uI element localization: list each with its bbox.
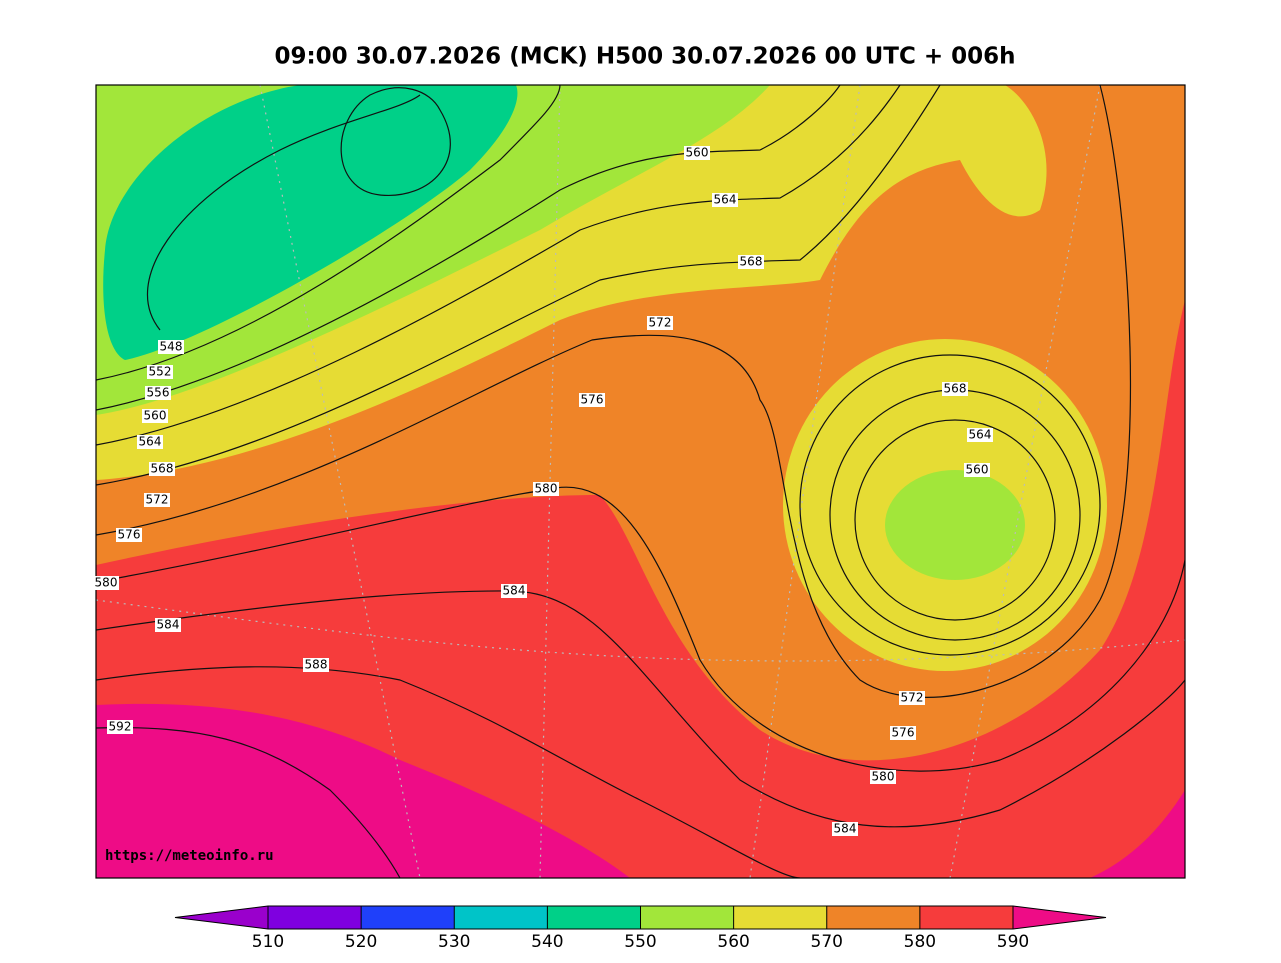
contour-label: 564 <box>714 193 737 207</box>
colorbar-segment <box>547 906 641 929</box>
contour-label: 568 <box>740 255 763 269</box>
field-590 <box>1090 790 1185 878</box>
contour-label-box <box>116 528 142 542</box>
colorbar-segment <box>919 906 1013 929</box>
contour-label: 560 <box>144 409 167 423</box>
contour-label: 584 <box>503 584 526 598</box>
contour-label-box <box>738 255 764 269</box>
contour-label-box <box>147 365 173 379</box>
colorbar-tick-label: 530 <box>438 932 470 952</box>
contour-label: 556 <box>147 386 170 400</box>
field-550 <box>885 470 1025 580</box>
contour-label-box <box>137 435 163 449</box>
colorbar-segment <box>640 906 734 929</box>
contour-label-box <box>647 316 673 330</box>
contour-label-box <box>579 393 605 407</box>
contour-label-box <box>964 463 990 477</box>
contour-label-box <box>144 493 170 507</box>
contour-label-box <box>303 658 329 672</box>
colorbar-tick-label: 590 <box>997 932 1029 952</box>
contour-label-box <box>145 386 171 400</box>
contour-label-box <box>899 691 925 705</box>
contour-label: 576 <box>118 528 141 542</box>
contour-label: 572 <box>901 691 924 705</box>
contour-label-box <box>93 576 119 590</box>
contour-label: 552 <box>149 365 172 379</box>
contour-label: 584 <box>157 618 180 632</box>
colorbar-segment <box>268 906 362 929</box>
contour-label: 592 <box>109 720 132 734</box>
watermark: https://meteoinfo.ru <box>105 848 274 864</box>
contour-labels: 560 564 568 572 576 580 584 588 592 548 552 556 560 5… <box>93 146 993 836</box>
colorbar-tick-label: 520 <box>345 932 377 952</box>
colorbar-tick-label: 540 <box>531 932 563 952</box>
contour-label: 560 <box>966 463 989 477</box>
field-540 <box>103 85 518 360</box>
contour-label-box <box>501 584 527 598</box>
contour-label: 580 <box>535 482 558 496</box>
contour-label-box <box>684 146 710 160</box>
contour-label: 572 <box>649 316 672 330</box>
contour-label-box <box>158 340 184 354</box>
title: 09:00 30.07.2026 (MCK) H500 30.07.2026 0… <box>274 44 1015 70</box>
contour-label: 576 <box>892 726 915 740</box>
colorbar-segment <box>733 906 827 929</box>
contour-label: 568 <box>944 382 967 396</box>
contour-label: 564 <box>139 435 162 449</box>
contour-label-box <box>712 193 738 207</box>
contour-label: 576 <box>581 393 604 407</box>
contour-label-box <box>155 618 181 632</box>
contour-label-box <box>890 726 916 740</box>
contour-label: 568 <box>151 462 174 476</box>
contour-label-box <box>142 409 168 423</box>
colorbar-tick-label: 570 <box>811 932 843 952</box>
contour-label: 548 <box>160 340 183 354</box>
contour-label: 580 <box>872 770 895 784</box>
contour-label: 564 <box>969 428 992 442</box>
contour-label-box <box>967 428 993 442</box>
colorbar-tick-label: 580 <box>904 932 936 952</box>
colorbar-segment <box>454 906 548 929</box>
colorbar-segment <box>826 906 920 929</box>
contour-label-box <box>870 770 896 784</box>
colorbar: 510 520 530 540 550 560 570 580 590 <box>174 905 1107 952</box>
colorbar-tick-label: 510 <box>252 932 284 952</box>
colorbar-tick-label: 550 <box>624 932 656 952</box>
contour-label-box <box>942 382 968 396</box>
contour-label-box <box>533 482 559 496</box>
contour-label: 572 <box>146 493 169 507</box>
contour-label: 588 <box>305 658 328 672</box>
field-590 <box>96 703 630 878</box>
contour-label: 560 <box>686 146 709 160</box>
contour-label: 580 <box>95 576 118 590</box>
contour-label-box <box>149 462 175 476</box>
field-580 <box>96 300 1185 878</box>
map-frame <box>95 84 1186 879</box>
contour-label: 584 <box>834 822 857 836</box>
contour-label-box <box>107 720 133 734</box>
contour-label-box <box>832 822 858 836</box>
colorbar-extend-low <box>175 906 268 929</box>
map <box>96 85 1185 878</box>
colorbar-tick-label: 560 <box>717 932 749 952</box>
colorbar-extend-high <box>1013 906 1106 929</box>
colorbar-segment <box>361 906 455 929</box>
